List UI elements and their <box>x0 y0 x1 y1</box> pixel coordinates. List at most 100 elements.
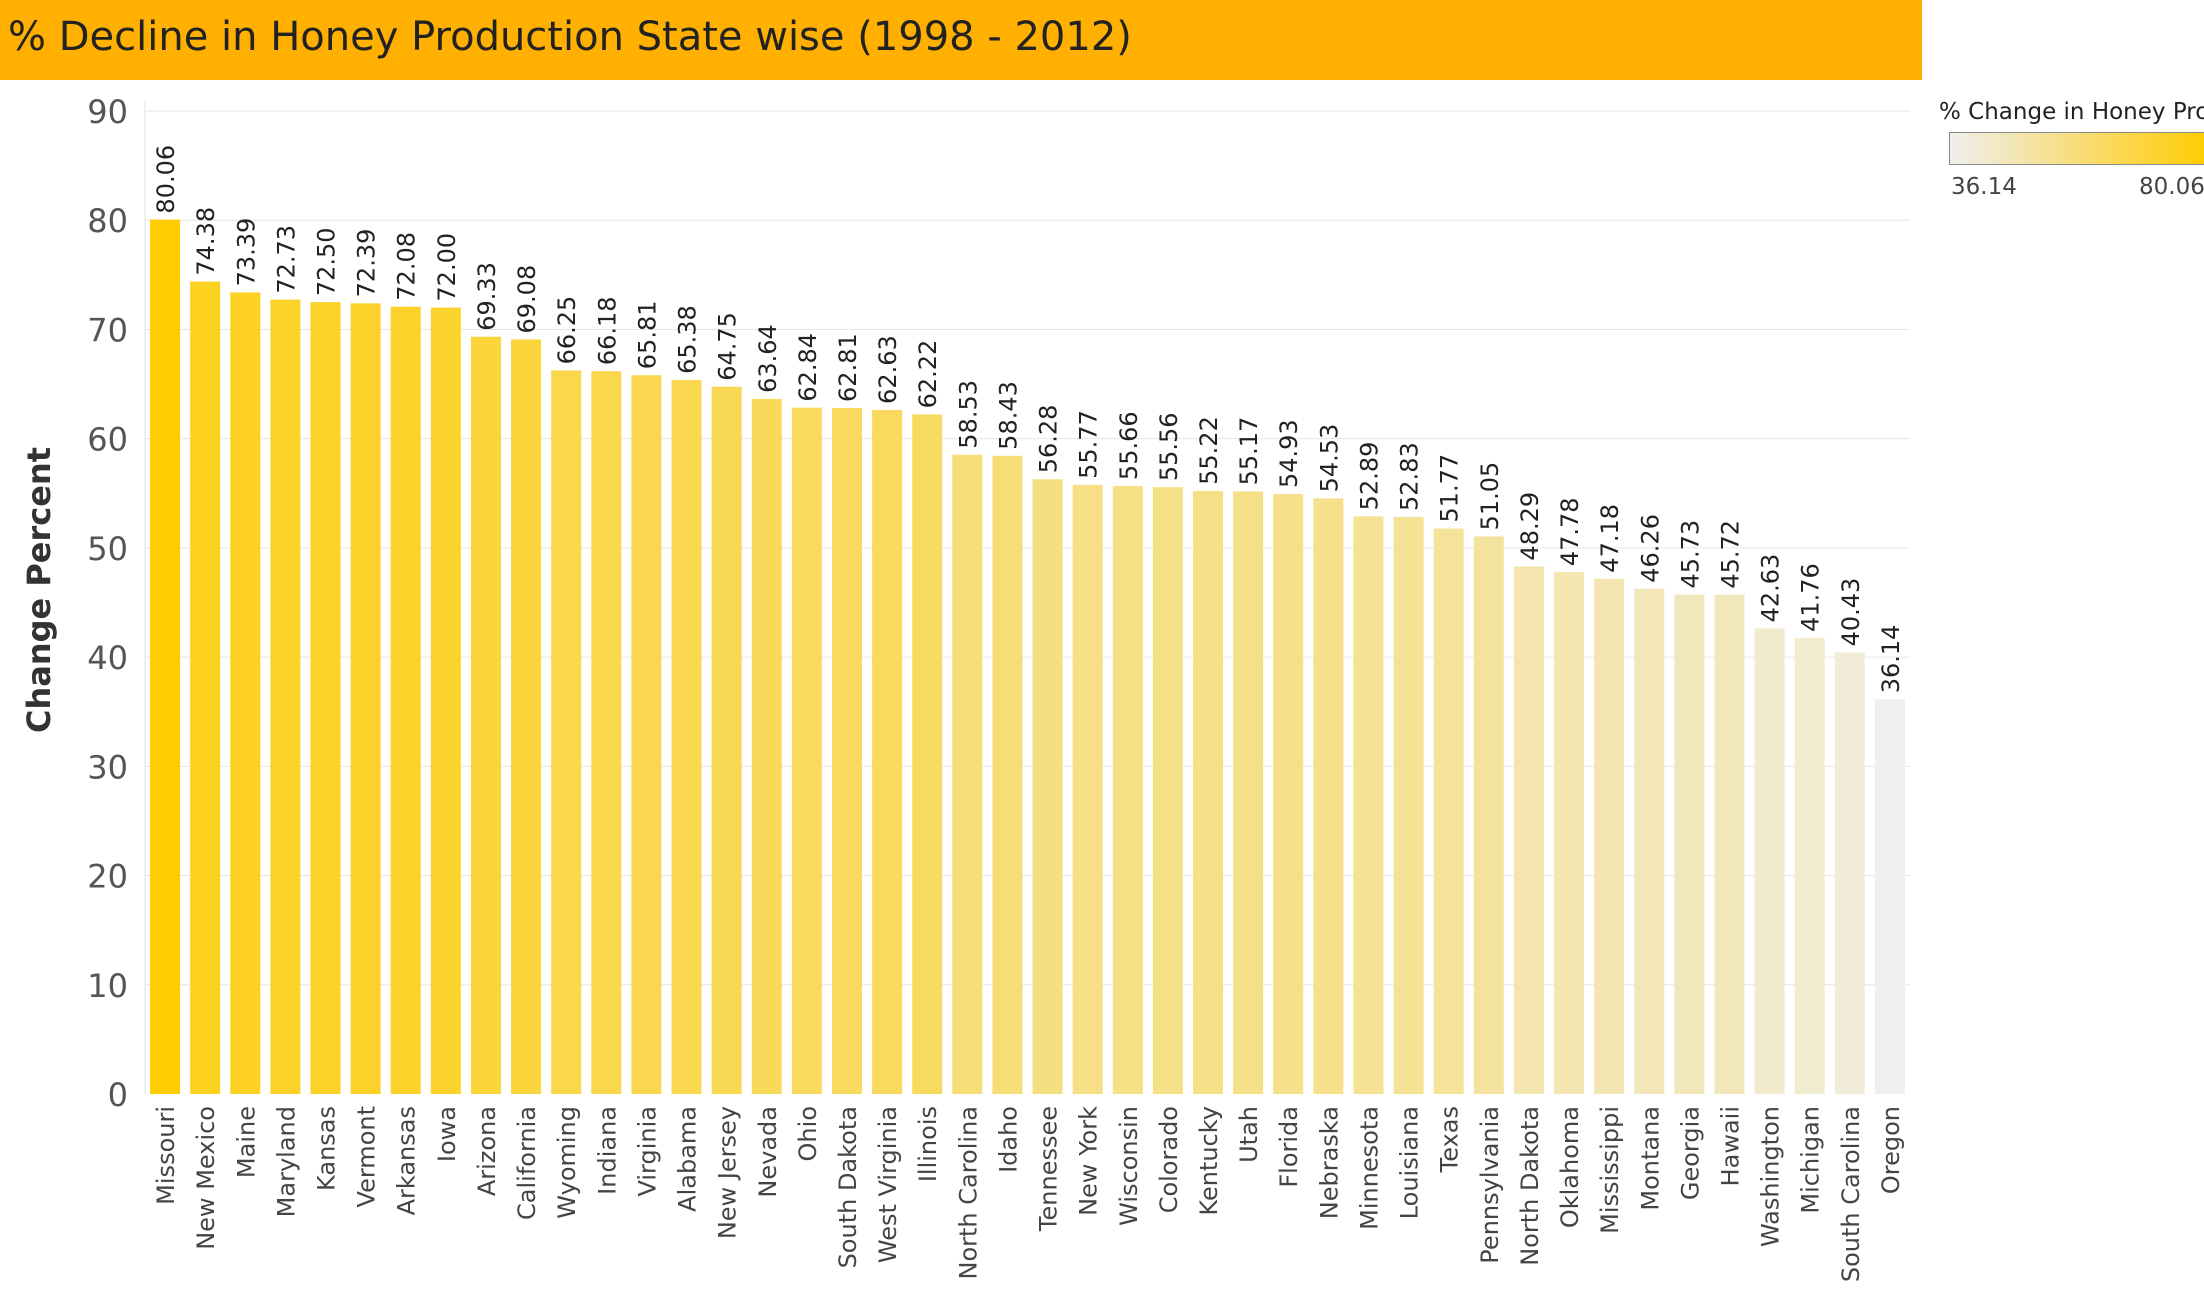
x-tick-label: Arkansas <box>393 1106 421 1215</box>
data-label: 62.22 <box>914 340 942 409</box>
data-label: 63.64 <box>754 324 782 393</box>
y-tick-label: 0 <box>108 1076 128 1114</box>
data-label: 48.29 <box>1516 492 1544 561</box>
data-label: 58.43 <box>994 381 1022 450</box>
bar <box>551 370 582 1094</box>
data-label: 72.00 <box>433 233 461 302</box>
bar <box>791 407 822 1094</box>
x-tick-label: Vermont <box>353 1106 381 1207</box>
x-tick-label: Wyoming <box>553 1106 581 1219</box>
data-label: 74.38 <box>192 207 220 276</box>
y-tick-label: 40 <box>87 639 128 677</box>
x-tick-label: Nebraska <box>1315 1106 1343 1219</box>
bar <box>1072 484 1103 1094</box>
data-label: 52.89 <box>1355 442 1383 511</box>
bar <box>230 292 261 1095</box>
y-axis-title: Change Percent <box>20 447 58 733</box>
data-label: 45.72 <box>1716 520 1744 589</box>
x-tick-label: West Virginia <box>874 1106 902 1263</box>
data-label: 42.63 <box>1757 554 1785 623</box>
data-label: 56.28 <box>1035 405 1063 474</box>
x-tick-label: Washington <box>1757 1106 1785 1247</box>
data-label: 69.08 <box>513 265 541 334</box>
x-tick-label: Hawaii <box>1716 1106 1744 1186</box>
x-tick-label: Nevada <box>754 1106 782 1198</box>
data-label: 51.05 <box>1476 462 1504 531</box>
chart-title: % Decline in Honey Production State wise… <box>8 14 1132 60</box>
bar <box>1674 594 1705 1094</box>
x-tick-label: Kansas <box>313 1106 341 1191</box>
x-tick-label: Kentucky <box>1195 1106 1223 1216</box>
y-tick-label: 70 <box>87 311 128 349</box>
x-tick-label: California <box>513 1106 541 1220</box>
bar <box>751 398 782 1094</box>
bar <box>1554 572 1585 1094</box>
bar <box>872 409 903 1094</box>
bar <box>1634 588 1665 1094</box>
x-tick-label: Missouri <box>152 1106 180 1205</box>
data-label: 72.39 <box>353 229 381 298</box>
bar <box>470 336 501 1094</box>
x-tick-label: Maine <box>232 1106 260 1178</box>
data-label: 66.18 <box>593 296 621 365</box>
x-tick-label: Oklahoma <box>1556 1106 1584 1228</box>
x-tick-label: Georgia <box>1676 1106 1704 1200</box>
data-label: 69.33 <box>473 262 501 331</box>
title-bar: % Decline in Honey Production State wise… <box>0 0 1922 80</box>
bar <box>430 307 461 1095</box>
data-label: 45.73 <box>1676 520 1704 589</box>
y-tick-label: 20 <box>87 858 128 896</box>
data-label: 72.08 <box>393 232 421 301</box>
data-label: 41.76 <box>1797 563 1825 632</box>
bar <box>631 375 662 1094</box>
x-tick-label: Montana <box>1636 1106 1664 1211</box>
bar <box>310 302 341 1094</box>
x-tick-label: Pennsylvania <box>1476 1106 1504 1264</box>
y-tick-label: 50 <box>87 530 128 568</box>
data-label: 55.22 <box>1195 416 1223 485</box>
bar <box>671 379 702 1094</box>
data-label: 62.81 <box>834 333 862 402</box>
data-label: 36.14 <box>1877 625 1905 694</box>
y-tick-label: 80 <box>87 202 128 240</box>
data-label: 54.93 <box>1275 419 1303 488</box>
bar <box>390 306 421 1095</box>
x-tick-label: Alabama <box>674 1106 702 1212</box>
x-tick-label: Indiana <box>593 1106 621 1195</box>
bar <box>1794 637 1825 1094</box>
bar <box>591 371 622 1094</box>
data-label: 55.77 <box>1075 410 1103 479</box>
data-label: 55.17 <box>1235 417 1263 486</box>
bar <box>1353 516 1384 1094</box>
x-tick-label: Oregon <box>1877 1106 1905 1194</box>
x-tick-label: South Carolina <box>1837 1106 1865 1282</box>
legend-title: % Change in Honey Pro.. <box>1939 99 2204 125</box>
bar <box>1193 490 1224 1094</box>
bar <box>511 339 542 1094</box>
x-tick-label: Mississippi <box>1596 1106 1624 1234</box>
y-tick-label: 30 <box>87 748 128 786</box>
x-tick-label: Michigan <box>1797 1106 1825 1214</box>
data-label: 58.53 <box>954 380 982 449</box>
data-label: 54.53 <box>1315 424 1343 493</box>
x-tick-label: Colorado <box>1155 1106 1183 1213</box>
x-tick-label: Utah <box>1235 1106 1263 1163</box>
legend-max-label: 80.06 <box>2139 174 2204 200</box>
bar <box>1313 498 1344 1094</box>
bar <box>992 455 1023 1094</box>
data-label: 52.83 <box>1396 442 1424 511</box>
legend-min-label: 36.14 <box>1951 174 2017 200</box>
bar <box>190 281 221 1094</box>
data-label: 46.26 <box>1636 514 1664 583</box>
data-label: 80.06 <box>152 145 180 214</box>
legend-color-scale <box>1949 132 2204 165</box>
bar <box>150 219 181 1094</box>
data-label: 65.81 <box>633 300 661 369</box>
bar <box>1513 566 1544 1094</box>
bar <box>1754 628 1785 1094</box>
x-tick-label: Ohio <box>794 1106 822 1161</box>
x-tick-label: Louisiana <box>1396 1106 1424 1219</box>
data-label: 40.43 <box>1837 578 1865 647</box>
bar <box>952 454 983 1095</box>
